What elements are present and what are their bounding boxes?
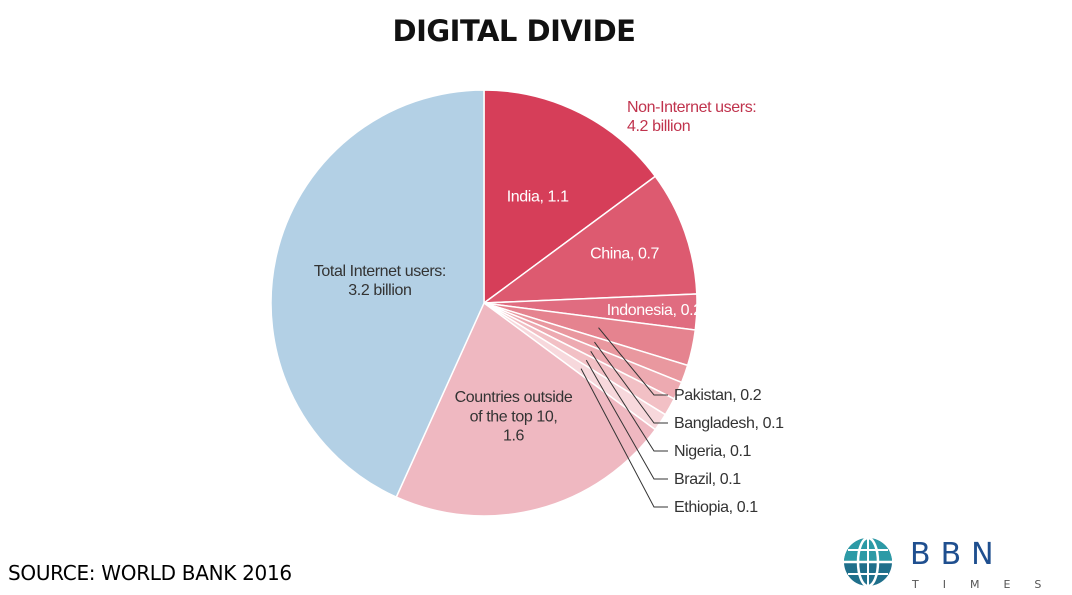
slice-label-indonesia: Indonesia, 0.2: [607, 302, 702, 319]
slice-label-china: China, 0.7: [590, 245, 659, 262]
pie-slice-total-internet-users: [270, 89, 485, 499]
bbn-times-logo: BBN TIMES: [844, 536, 1057, 591]
callout-label-bangladesh: Bangladesh, 0.1: [674, 415, 784, 432]
callout-label-pakistan: Pakistan, 0.2: [674, 387, 762, 404]
globe-icon: [844, 536, 892, 588]
slice-label-total-internet-users: Total Internet users: 3.2 billion: [314, 263, 446, 299]
leader-line-ethiopia: [580, 368, 668, 508]
callout-label-ethiopia: Ethiopia, 0.1: [674, 499, 758, 516]
logo-wordmark: BBN: [910, 537, 1004, 572]
pie-labels: India, 1.1 China, 0.7 Indonesia, 0.2 Countr…: [314, 99, 785, 516]
pie-slice-countries-outside-of-the-top-10: [395, 301, 657, 517]
logo-subtext: TIMES: [911, 578, 1057, 591]
leader-line-brazil: [585, 359, 668, 480]
leader-line-nigeria: [590, 350, 668, 452]
pie-slice-china: [481, 175, 698, 304]
source-note: SOURCE: WORLD BANK 2016: [8, 561, 292, 585]
callout-label-nigeria: Nigeria, 0.1: [674, 443, 752, 460]
callout-leader-lines: [580, 327, 668, 508]
non-internet-users-annotation: Non-Internet users: 4.2 billion: [627, 99, 756, 135]
slice-label-countries-outside-of-the-top-10: Countries outside of the top 10, 1.6: [455, 389, 573, 444]
chart-title: DIGITAL DIVIDE: [392, 14, 636, 48]
leader-line-pakistan: [598, 327, 668, 396]
callout-label-brazil: Brazil, 0.1: [674, 471, 741, 488]
slice-label-india: India, 1.1: [507, 188, 569, 205]
leader-line-bangladesh: [594, 341, 668, 424]
pie-slices: [270, 89, 698, 517]
pie-slice-india: [483, 89, 657, 305]
